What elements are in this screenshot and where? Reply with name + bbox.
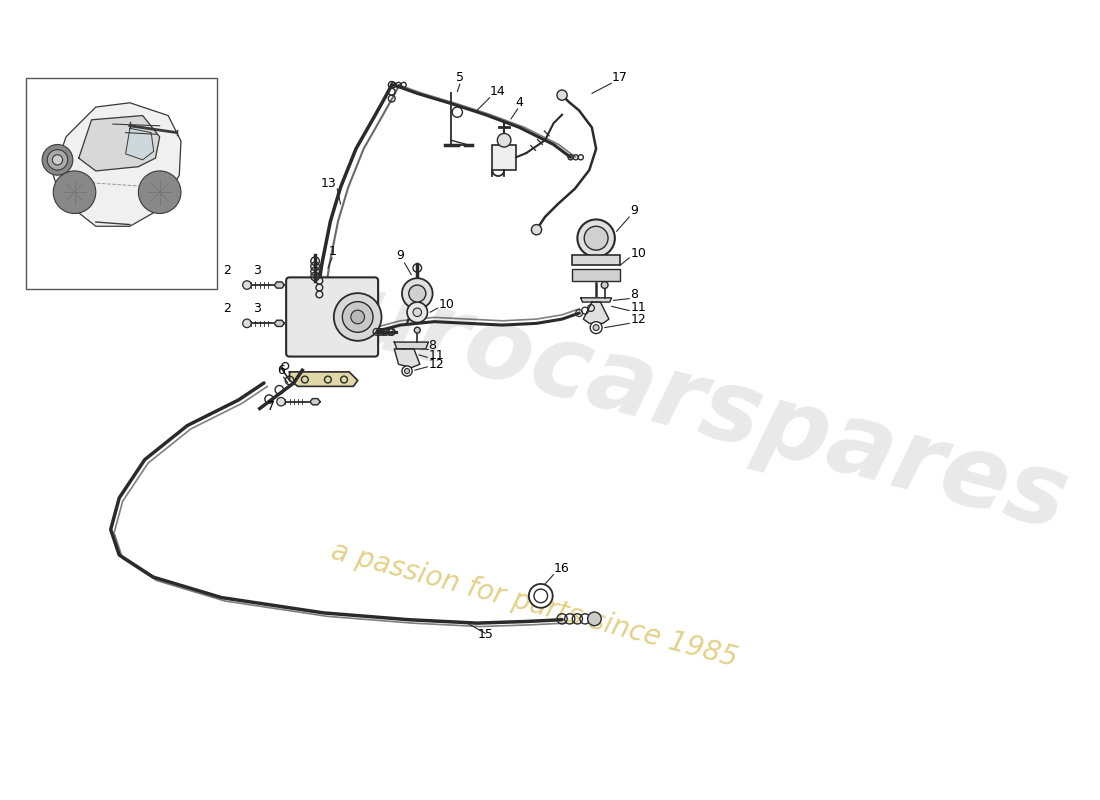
Text: 8: 8 — [428, 339, 437, 352]
Text: 3: 3 — [253, 302, 261, 315]
Circle shape — [243, 319, 251, 328]
Circle shape — [407, 302, 428, 322]
Circle shape — [53, 171, 96, 214]
Text: a passion for parts since 1985: a passion for parts since 1985 — [328, 537, 740, 672]
Circle shape — [153, 186, 166, 199]
Bar — [492, 145, 516, 170]
Text: 5: 5 — [455, 70, 464, 84]
Circle shape — [534, 589, 548, 602]
Text: 12: 12 — [630, 314, 646, 326]
Circle shape — [342, 302, 373, 332]
Polygon shape — [125, 128, 154, 160]
Polygon shape — [310, 398, 320, 405]
Circle shape — [587, 612, 602, 626]
Text: 12: 12 — [428, 358, 444, 371]
Text: 1: 1 — [328, 246, 337, 258]
Circle shape — [557, 90, 568, 100]
Circle shape — [139, 171, 182, 214]
Text: 2: 2 — [223, 264, 231, 277]
Text: 11: 11 — [630, 301, 646, 314]
Text: 3: 3 — [253, 264, 261, 277]
Text: 4: 4 — [516, 96, 524, 109]
Circle shape — [415, 327, 420, 333]
FancyBboxPatch shape — [286, 278, 378, 357]
Circle shape — [409, 285, 426, 302]
Polygon shape — [394, 342, 428, 349]
Polygon shape — [394, 349, 420, 368]
Text: 2: 2 — [223, 302, 231, 315]
Polygon shape — [581, 298, 612, 302]
Circle shape — [351, 310, 364, 324]
Circle shape — [584, 226, 608, 250]
Polygon shape — [289, 372, 358, 386]
Circle shape — [402, 366, 412, 376]
Polygon shape — [583, 302, 609, 323]
Circle shape — [529, 584, 552, 608]
Circle shape — [144, 177, 175, 207]
Circle shape — [531, 225, 541, 234]
Circle shape — [68, 186, 81, 199]
Polygon shape — [53, 102, 182, 226]
Text: 6: 6 — [277, 365, 285, 378]
Text: 9: 9 — [630, 204, 638, 218]
Circle shape — [59, 177, 90, 207]
Text: 7: 7 — [267, 400, 275, 414]
Circle shape — [402, 278, 432, 309]
Text: 16: 16 — [553, 562, 570, 575]
Polygon shape — [274, 282, 285, 288]
Text: 17: 17 — [612, 70, 627, 84]
Text: 13: 13 — [320, 177, 337, 190]
Polygon shape — [274, 320, 285, 326]
Circle shape — [53, 154, 63, 165]
Circle shape — [497, 134, 512, 147]
Text: 11: 11 — [428, 349, 444, 362]
Circle shape — [42, 145, 73, 175]
Circle shape — [593, 325, 600, 330]
Text: 14: 14 — [490, 85, 505, 98]
Circle shape — [602, 282, 608, 289]
Text: 8: 8 — [630, 288, 638, 301]
Circle shape — [405, 369, 409, 374]
Polygon shape — [79, 115, 160, 171]
Circle shape — [277, 398, 285, 406]
Text: 10: 10 — [439, 298, 454, 311]
Circle shape — [578, 219, 615, 257]
Circle shape — [243, 281, 251, 290]
Bar — [572, 255, 620, 266]
Circle shape — [412, 308, 421, 317]
Text: 10: 10 — [630, 247, 646, 260]
Text: eurocarspares: eurocarspares — [272, 249, 1078, 551]
Bar — [25, 78, 217, 290]
Circle shape — [47, 150, 68, 170]
Bar — [572, 269, 620, 281]
Circle shape — [591, 322, 602, 334]
Text: 15: 15 — [477, 629, 494, 642]
Text: 9: 9 — [396, 250, 404, 262]
Circle shape — [333, 293, 382, 341]
